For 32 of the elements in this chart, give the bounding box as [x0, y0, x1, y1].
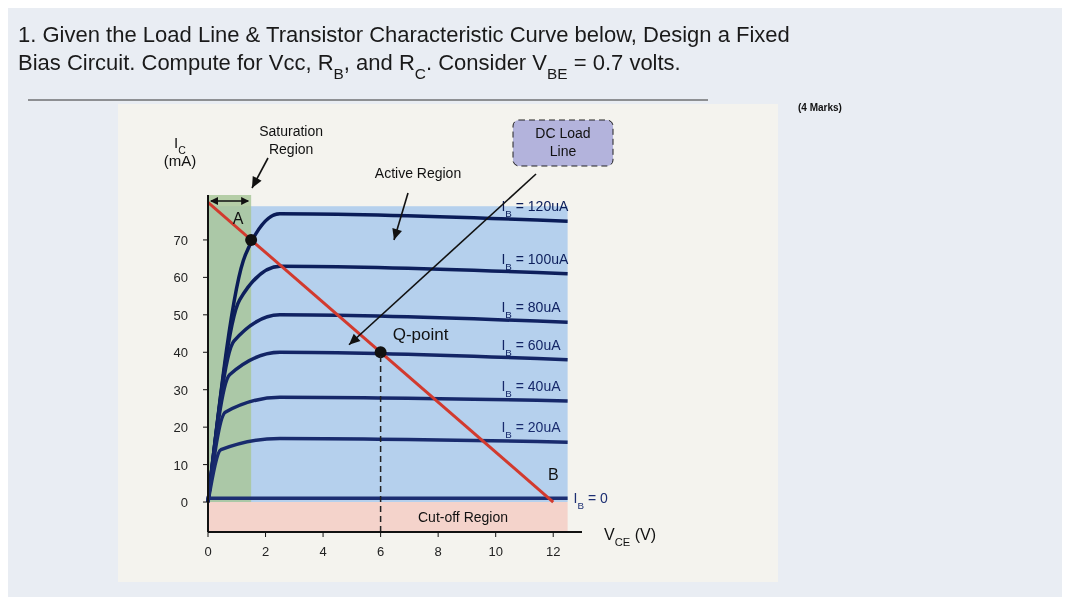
annotation: B [547, 466, 559, 484]
x-tick-label: 0 [204, 544, 212, 559]
series-label: I$_{B}$ = 0 [573, 490, 609, 511]
chart-title: 1. Given the Load Line & Transistor Characteristic Curve below, Design a Fixed Bias Circuit. Compute for Vcc, R$_{B}$, and R$_{C}$. Consider V$_{BE}$ = 0.7 volts. [18, 22, 790, 82]
text: (4 Marks) [798, 102, 842, 113]
y-tick-label: 30 [173, 382, 188, 398]
series-label: I$_{B}$ = 100uA [501, 250, 569, 272]
text: DC Load Line [535, 125, 591, 159]
y-tick-label: 50 [173, 307, 188, 323]
x-axis-title: V$_{CE}$ (V) [604, 526, 656, 548]
y-tick-label: 20 [173, 420, 188, 436]
series-label: I$_{B}$ = 20uA [501, 419, 562, 440]
band-label: Active Region [374, 165, 462, 181]
y-axis-title: I$_{C}$ (mA) [163, 134, 197, 169]
series-label: I$_{B}$ = 60uA [501, 336, 562, 358]
band-label: Cut-off Region [417, 509, 509, 526]
y-tick-label: 10 [173, 457, 188, 473]
y-tick-label: 60 [173, 270, 188, 286]
series-label: I$_{B}$ = 80uA [501, 299, 562, 320]
y-tick-label: 40 [173, 345, 188, 361]
x-tick-label: 10 [488, 544, 503, 559]
band-label: Saturation Region [259, 123, 324, 157]
annotation: Q-point [392, 325, 449, 345]
x-tick-label: 4 [319, 544, 327, 559]
y-tick-label: 70 [173, 232, 188, 248]
annotation: A [232, 210, 244, 228]
x-tick-label: 8 [434, 544, 442, 559]
x-tick-label: 6 [377, 544, 385, 559]
x-tick-label: 2 [261, 544, 270, 559]
series-label: I$_{B}$ = 40uA [501, 377, 562, 399]
y-tick-label: 0 [180, 495, 188, 511]
x-tick-label: 12 [546, 544, 561, 559]
